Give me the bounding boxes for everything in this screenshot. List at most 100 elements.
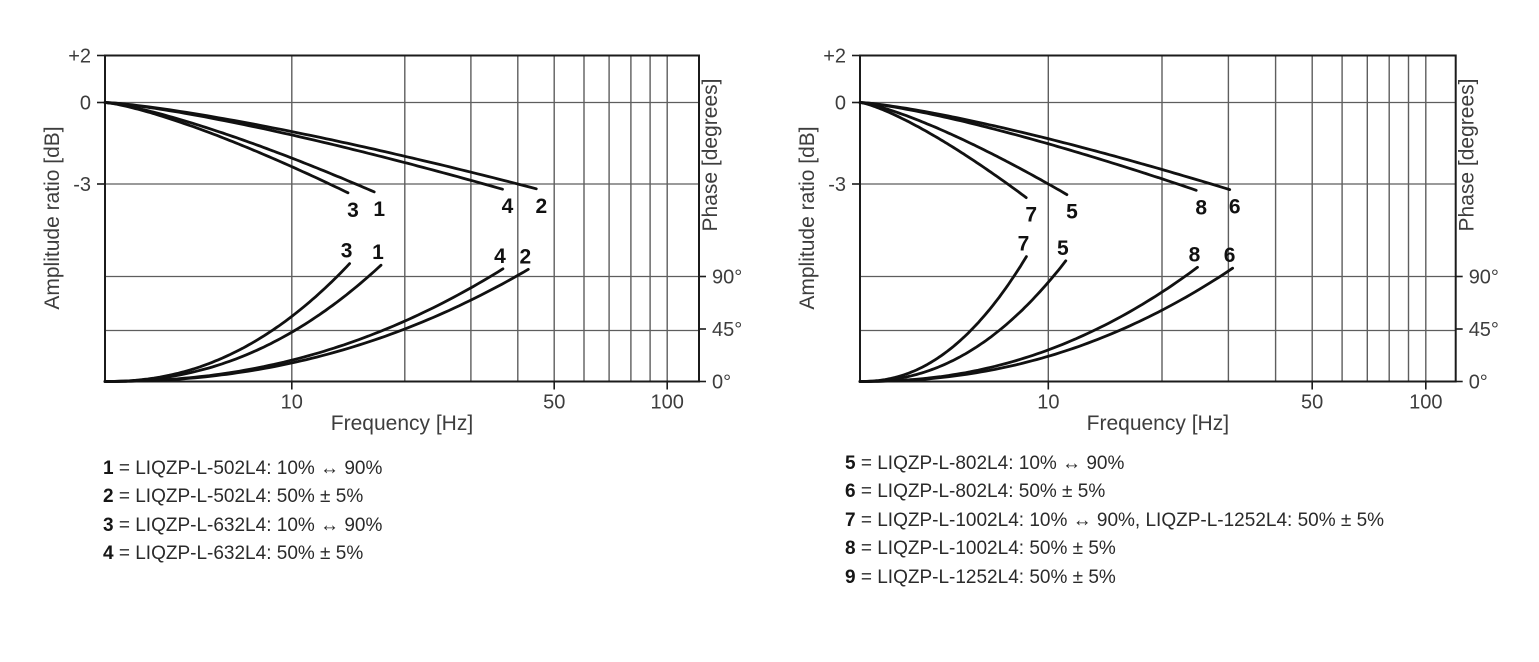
curve-label-4-phase: 4 (494, 245, 506, 268)
legend-curve-number: 4 (103, 543, 114, 565)
curve-label-6-amplitude: 6 (1229, 196, 1241, 219)
x-axis-title: Frequency [Hz] (331, 412, 473, 435)
legend-item-2: 2 = LIQZP-L-502L4: 50% ± 5% (103, 483, 382, 511)
vertical-gridlines (291, 55, 668, 382)
legend-item-8: 8 = LIQZP-L-1002L4: 50% ± 5% (845, 535, 1384, 563)
legend-equals: = (113, 458, 136, 479)
legend-curve-description: LIQZP-L-632L4: 10% ↔ 90% (135, 514, 383, 536)
legend-item-7: 7 = LIQZP-L-1002L4: 10% ↔ 90%, LIQZP-L-1… (845, 507, 1384, 535)
legend-equals: = (855, 509, 878, 531)
curve-3-amplitude (103, 101, 350, 195)
amplitude-tick-0: 0 (80, 93, 91, 115)
curve-7-phase (858, 255, 1028, 383)
curve-label-3-phase: 3 (341, 240, 353, 263)
freq-tick-50: 50 (543, 392, 565, 414)
legend-curve-number: 3 (103, 514, 114, 536)
curve-label-7-phase: 7 (1018, 233, 1030, 256)
vertical-gridlines (1047, 55, 1427, 382)
amplitude-tick--3: -3 (73, 174, 91, 196)
legend-equals: = (855, 538, 878, 560)
amplitude-tick-2: +2 (68, 46, 91, 68)
curve-4-amplitude (103, 101, 504, 191)
phase-tick-45: 45° (1469, 319, 1499, 341)
curve-label-7-amplitude: 7 (1025, 204, 1037, 227)
legend-curve-description: LIQZP-L-802L4: 50% ± 5% (877, 481, 1106, 503)
curve-8-phase (858, 265, 1199, 383)
freq-tick-100: 100 (651, 392, 684, 414)
curve-3-phase (103, 262, 351, 383)
curve-label-2-phase: 2 (519, 245, 531, 268)
curve-label-5-phase: 5 (1057, 237, 1069, 260)
legend-equals: = (855, 481, 878, 503)
curve-1-phase (103, 263, 383, 383)
freq-tick-100: 100 (1409, 392, 1442, 414)
legend-item-3: 3 = LIQZP-L-632L4: 10% ↔ 90% (103, 512, 382, 540)
chart-left: +2 0 -3 90° 45° 0° 10 50 100 Frequency [Hz] Amplit… (41, 46, 742, 436)
curve-7-amplitude (858, 101, 1028, 199)
legend-curve-description: LIQZP-L-802L4: 10% ↔ 90% (877, 453, 1125, 474)
phase-tick-90: 90° (1469, 267, 1499, 289)
legend-equals: = (855, 453, 878, 474)
curve-label-8-amplitude: 8 (1195, 196, 1207, 219)
curve-label-2-amplitude: 2 (535, 195, 547, 218)
legend-item-4: 4 = LIQZP-L-632L4: 50% ± 5% (103, 540, 382, 568)
legend-curve-description: LIQZP-L-1002L4: 50% ± 5% (877, 538, 1116, 560)
legend-curve-number: 9 (845, 566, 856, 588)
legend-curve-number: 2 (103, 486, 114, 508)
legend-equals: = (113, 543, 136, 565)
legend-curve-description: LIQZP-L-502L4: 10% ↔ 90% (135, 458, 383, 479)
legend-equals: = (855, 566, 878, 588)
legend-left: 1 = LIQZP-L-502L4: 10% ↔ 90% 2 = LIQZP-L-… (103, 455, 382, 569)
legend-curve-number: 6 (845, 481, 856, 503)
x-axis-title: Frequency [Hz] (1087, 412, 1229, 435)
curve-5-phase (858, 259, 1068, 383)
legend-equals: = (113, 486, 136, 508)
curve-6-amplitude (858, 101, 1232, 191)
curve-label-6-phase: 6 (1224, 244, 1236, 267)
plot-border (104, 54, 700, 383)
tick-marks (97, 54, 706, 390)
legend-item-6: 6 = LIQZP-L-802L4: 50% ± 5% (845, 478, 1384, 506)
freq-tick-10: 10 (281, 392, 303, 414)
y-axis-right-title: Phase [degrees] (699, 79, 722, 232)
legend-right: 5 = LIQZP-L-802L4: 10% ↔ 90% 6 = LIQZP-L-… (845, 450, 1384, 592)
legend-curve-number: 5 (845, 453, 856, 474)
curve-label-1-amplitude: 1 (373, 198, 385, 221)
curve-label-8-phase: 8 (1189, 243, 1201, 266)
legend-curve-description: LIQZP-L-1252L4: 50% ± 5% (877, 566, 1116, 588)
legend-item-1: 1 = LIQZP-L-502L4: 10% ↔ 90% (103, 455, 382, 483)
legend-curve-description: LIQZP-L-502L4: 50% ± 5% (135, 486, 364, 508)
curve-8-amplitude (858, 101, 1198, 192)
amplitude-tick-2: +2 (823, 46, 846, 68)
curve-label-5-amplitude: 5 (1066, 201, 1078, 224)
legend-item-9: 9 = LIQZP-L-1252L4: 50% ± 5% (845, 564, 1384, 592)
amplitude-tick-0: 0 (835, 93, 846, 115)
legend-equals: = (113, 514, 136, 536)
legend-curve-number: 8 (845, 538, 856, 560)
legend-curve-number: 1 (103, 458, 114, 479)
phase-tick-0: 0° (712, 372, 731, 394)
curve-label-4-amplitude: 4 (502, 195, 514, 218)
curve-1-amplitude (103, 101, 376, 194)
curve-4-phase (103, 267, 505, 383)
curve-label-1-phase: 1 (372, 241, 384, 264)
freq-tick-50: 50 (1301, 392, 1323, 414)
y-axis-left-title: Amplitude ratio [dB] (796, 126, 819, 309)
curve-label-3-amplitude: 3 (347, 199, 359, 222)
legend-curve-number: 7 (845, 509, 856, 531)
legend-curve-description: LIQZP-L-1002L4: 10% ↔ 90%, LIQZP-L-1252L… (877, 509, 1385, 531)
horizontal-gridlines (860, 101, 1456, 332)
plot-border (859, 54, 1457, 383)
chart-right: +2 0 -3 90° 45° 0° 10 50 100 Frequency [Hz] Amplit… (796, 46, 1499, 436)
legend-item-5: 5 = LIQZP-L-802L4: 10% ↔ 90% (845, 450, 1384, 478)
curve-6-phase (858, 266, 1234, 383)
tick-marks (852, 54, 1463, 390)
phase-tick-90: 90° (712, 267, 742, 289)
curve-2-phase (103, 267, 530, 383)
y-axis-right-title: Phase [degrees] (1456, 79, 1479, 232)
legend-curve-description: LIQZP-L-632L4: 50% ± 5% (135, 543, 364, 565)
amplitude-tick--3: -3 (828, 174, 846, 196)
curve-5-amplitude (858, 101, 1069, 196)
freq-tick-10: 10 (1037, 392, 1059, 414)
